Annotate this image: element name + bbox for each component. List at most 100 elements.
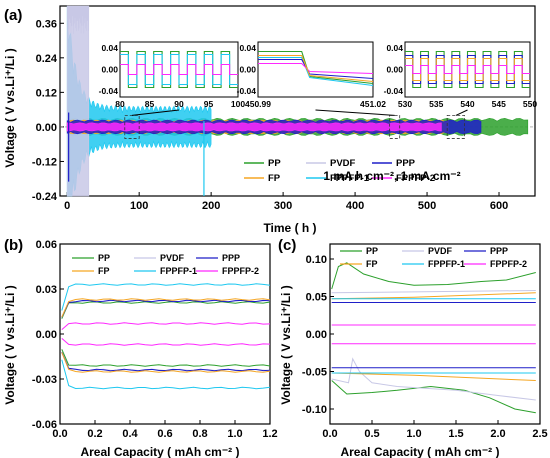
inset-y-tick-label: 0.04 bbox=[101, 43, 118, 53]
series-line-pvdf-discharge bbox=[61, 351, 271, 372]
panel-b-xlabel: Areal Capacity ( mAh cm⁻² ) bbox=[80, 445, 239, 458]
inset-x-tick-label: 540 bbox=[460, 99, 474, 109]
series-line-fp-discharge bbox=[331, 372, 536, 381]
series-line-fppfp-1-charge bbox=[61, 283, 271, 311]
x-tick-label: 0 bbox=[64, 200, 70, 212]
y-tick-label: 0.36 bbox=[36, 18, 57, 30]
x-tick-label: 0.8 bbox=[192, 428, 207, 440]
series-line-pp-charge bbox=[61, 301, 271, 319]
inset-y-tick-label: 0.00 bbox=[239, 65, 256, 75]
y-tick-label: -0.03 bbox=[32, 374, 57, 386]
inset-y-tick-label: -0.04 bbox=[237, 86, 257, 96]
inset-y-tick-label: -0.04 bbox=[384, 86, 404, 96]
inset-y-tick-label: 0.04 bbox=[386, 43, 403, 53]
inset-series-fppfp-2 bbox=[120, 63, 238, 76]
legend-label-fppfp-2: FPPFP-2 bbox=[396, 173, 435, 184]
inset-2: 450.99 451.02 0.04 0.00 -0.04 bbox=[237, 41, 395, 116]
inset-1: 80 85 90 95 100 0.04 0.00 -0.04 bbox=[99, 41, 245, 116]
x-tick-label: 100 bbox=[130, 200, 148, 212]
x-tick-label: 200 bbox=[202, 200, 220, 212]
legend-label-fppfp-2: FPPFP-2 bbox=[490, 259, 527, 269]
inset-x-tick-label: 450.99 bbox=[245, 99, 271, 109]
x-tick-label: 500 bbox=[418, 200, 436, 212]
legend-label-ppp: PPP bbox=[490, 246, 508, 256]
panel-a-label: (a) bbox=[4, 7, 22, 24]
series-line-fp-charge bbox=[331, 292, 536, 300]
x-tick-label: 0.2 bbox=[87, 428, 102, 440]
inset-x-tick-label: 530 bbox=[398, 99, 412, 109]
y-tick-label: 0.05 bbox=[306, 292, 327, 304]
panel-b: 0.0 0.2 0.4 0.6 0.8 1.0 1.2 0.06 0.03 0.00 -0.03 -0… bbox=[32, 239, 278, 440]
series-band-fppfp-2 bbox=[66, 122, 442, 132]
panel-a-ylabel: Voltage ( V vs.Li⁺/Li ) bbox=[3, 48, 17, 167]
series-line-ppp-charge bbox=[61, 299, 271, 318]
panel-a-xlabel: Time ( h ) bbox=[263, 221, 316, 235]
legend-label-fppfp-1: FPPFP-1 bbox=[428, 259, 465, 269]
inset-arrow bbox=[315, 109, 395, 116]
inset-arrow bbox=[131, 109, 180, 116]
inset-x-tick-label: 545 bbox=[492, 99, 506, 109]
inset-y-tick-label: 0.04 bbox=[239, 43, 256, 53]
x-tick-label: 2.5 bbox=[532, 428, 547, 440]
legend-label-pp: PP bbox=[98, 253, 110, 263]
x-tick-label: 0.4 bbox=[122, 428, 138, 440]
series-line-fppfp-2-discharge bbox=[61, 338, 271, 346]
inset-x-tick-label: 85 bbox=[145, 99, 155, 109]
panel-c-xlabel: Areal Capacity ( mAh cm⁻² ) bbox=[340, 445, 499, 458]
series-line-fppfp-2-charge bbox=[61, 322, 271, 330]
x-tick-label: 0.0 bbox=[322, 428, 337, 440]
panel-c-ylabel: Voltage ( V vs.Li⁺/Li ) bbox=[279, 285, 293, 404]
inset-series-fppfp-2 bbox=[405, 64, 530, 75]
y-tick-label: -0.10 bbox=[302, 404, 327, 416]
inset-arrow bbox=[455, 109, 468, 116]
y-tick-label: 0.03 bbox=[36, 284, 57, 296]
y-tick-label: -0.05 bbox=[302, 367, 327, 379]
y-tick-label: -0.06 bbox=[32, 419, 57, 431]
panel-a: 0 100 200 300 400 500 600 0.36 0.24 0.12 0.00 -0.12… bbox=[32, 5, 537, 212]
inset-x-tick-label: 95 bbox=[204, 99, 214, 109]
x-tick-label: 400 bbox=[346, 200, 364, 212]
legend-label-fp: FP bbox=[98, 266, 110, 276]
series-line-pp-discharge bbox=[61, 349, 271, 367]
x-tick-label: 1.0 bbox=[406, 428, 421, 440]
y-tick-label: 0.00 bbox=[36, 329, 57, 341]
legend-label-fppfp-1: FPPFP-1 bbox=[160, 266, 197, 276]
legend-label-pvdf: PVDF bbox=[428, 246, 453, 256]
x-tick-label: 1.2 bbox=[262, 428, 277, 440]
x-tick-label: 0.6 bbox=[157, 428, 172, 440]
series-line-pvdf-charge bbox=[331, 290, 536, 294]
inset-x-tick-label: 451.02 bbox=[360, 99, 386, 109]
inset-series-fppfp-2 bbox=[258, 62, 374, 75]
x-tick-label: 2.0 bbox=[490, 428, 505, 440]
x-tick-label: 1.0 bbox=[227, 428, 242, 440]
legend-label-pp: PP bbox=[268, 158, 281, 169]
y-tick-label: 0.24 bbox=[36, 53, 58, 65]
series-line-ppp-discharge bbox=[61, 352, 271, 372]
legend-label-fppfp-1: FPPFP-1 bbox=[330, 173, 370, 184]
legend-label-ppp: PPP bbox=[396, 158, 416, 169]
series-line-fp-discharge bbox=[61, 352, 271, 373]
panel-c-label: (c) bbox=[278, 237, 296, 254]
plot-frame bbox=[59, 5, 536, 197]
y-tick-label: -0.24 bbox=[32, 191, 58, 203]
x-tick-label: 0.5 bbox=[364, 428, 379, 440]
inset-x-tick-label: 550 bbox=[523, 99, 537, 109]
series-line-fp-charge bbox=[61, 298, 271, 318]
inset-3: 530 535 540 545 550 0.04 0.00 -0.04 bbox=[384, 41, 537, 116]
x-tick-label: 1.5 bbox=[448, 428, 463, 440]
x-tick-label: 0.0 bbox=[52, 428, 67, 440]
x-tick-label: 600 bbox=[490, 200, 508, 212]
y-tick-label: -0.12 bbox=[32, 156, 57, 168]
y-tick-label: 0.00 bbox=[306, 329, 327, 341]
inset-y-tick-label: -0.04 bbox=[99, 86, 119, 96]
x-tick-label: 300 bbox=[274, 200, 292, 212]
y-tick-label: 0.00 bbox=[36, 122, 57, 134]
series-line-pp-charge bbox=[331, 262, 536, 290]
legend-label-pvdf: PVDF bbox=[160, 253, 185, 263]
inset-x-tick-label: 100 bbox=[231, 99, 245, 109]
legend-label-fp: FP bbox=[268, 173, 281, 184]
series-band-fppfp-1 bbox=[66, 5, 212, 197]
y-tick-label: 0.12 bbox=[36, 87, 57, 99]
panel-b-ylabel: Voltage ( V vs.Li⁺/Li ) bbox=[3, 285, 17, 404]
